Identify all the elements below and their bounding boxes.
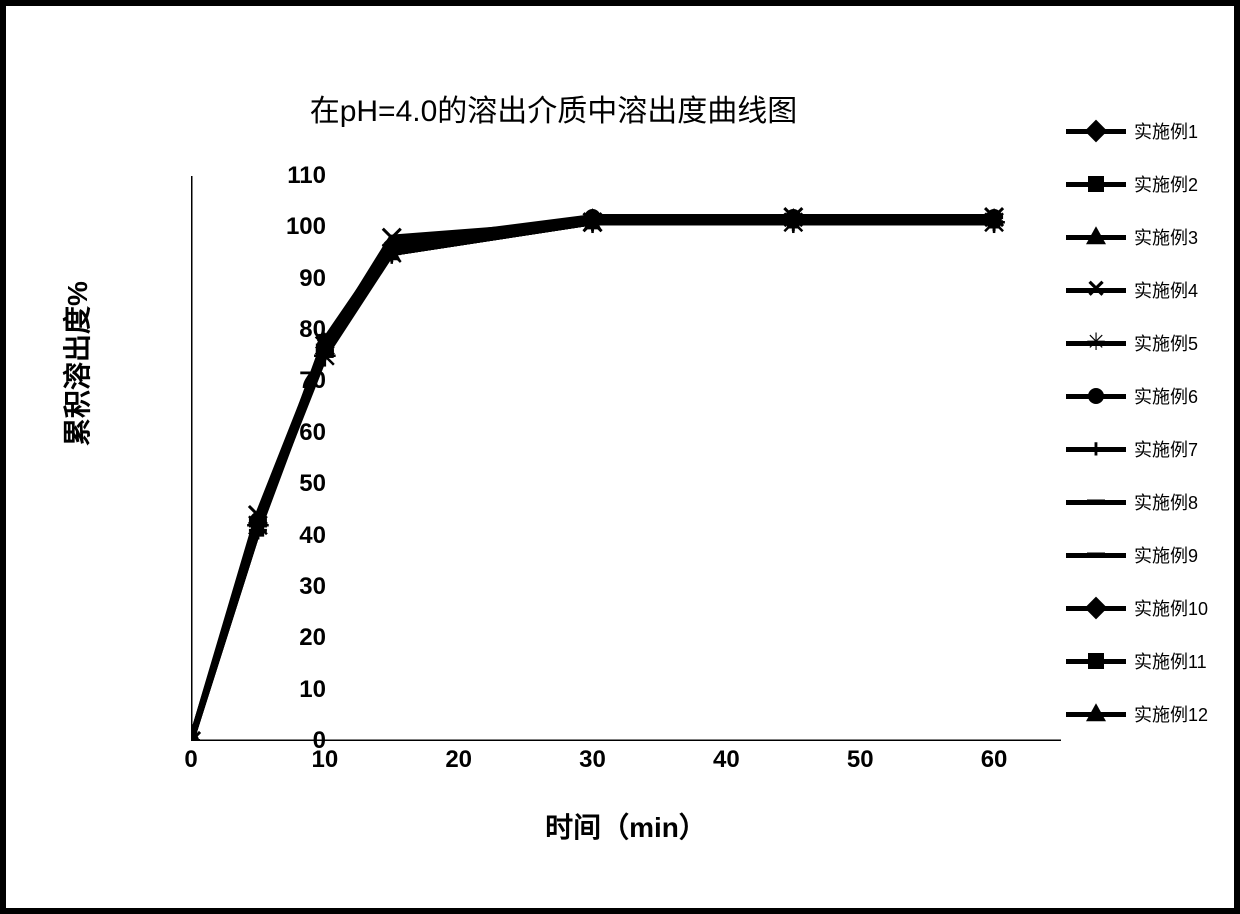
legend-marker-icon [1085,120,1108,143]
x-tick-label: 0 [166,746,216,774]
legend-marker-icon: ✕ [1086,278,1106,302]
legend-marker-icon [1088,653,1104,669]
legend-line [1066,129,1126,134]
legend-item: 实施例11 [1066,651,1236,671]
x-tick-label: 10 [300,746,350,774]
y-tick-label: 40 [246,522,326,550]
legend-label: 实施例5 [1134,330,1198,356]
legend-line [1066,182,1126,187]
legend-line [1066,712,1126,717]
legend-marker-icon [1088,388,1104,404]
legend-line [1066,500,1126,505]
legend-marker-icon: + [1088,435,1103,461]
x-tick-label: 50 [835,746,885,774]
legend-line [1066,235,1126,240]
y-axis-label: 累积溶出度% [56,281,96,446]
legend-item: ✳ 实施例5 [1066,333,1236,353]
legend-marker-icon [1085,597,1108,620]
legend-line: ✕ [1066,288,1126,293]
legend-label: 实施例10 [1134,595,1208,621]
legend-marker-icon [1088,176,1104,192]
x-tick-label: 60 [969,746,1019,774]
legend-item: 实施例8 [1066,492,1236,512]
legend-label: 实施例11 [1134,648,1207,674]
y-tick-label: 90 [246,265,326,293]
legend-label: 实施例3 [1134,224,1198,250]
chart-container: 在pH=4.0的溶出介质中溶出度曲线图 累积溶出度% 时间（min） 0 10 20… [46,46,1206,876]
x-tick-label: 40 [701,746,751,774]
y-tick-label: 60 [246,419,326,447]
legend-marker-icon [1087,500,1105,505]
legend-item: 实施例9 [1066,545,1236,565]
y-tick-label: 100 [246,213,326,241]
y-tick-label: 50 [246,470,326,498]
legend-item: 实施例1 [1066,121,1236,141]
y-tick-label: 110 [246,162,326,190]
legend-marker-icon [1087,553,1105,558]
legend-marker-icon: ✳ [1086,331,1106,355]
legend-item: 实施例12 [1066,704,1236,724]
y-tick-label: 20 [246,624,326,652]
legend-item: 实施例10 [1066,598,1236,618]
y-tick-label: 80 [246,316,326,344]
legend: 实施例1 实施例2 实施例3 ✕ 实施例4 ✳ 实施例5 实施例6 + 实施例7 实施例8 实施例9 实… [1066,121,1236,757]
legend-label: 实施例2 [1134,171,1198,197]
y-tick-label: 70 [246,367,326,395]
legend-label: 实施例9 [1134,542,1198,568]
legend-item: 实施例6 [1066,386,1236,406]
x-tick-label: 20 [434,746,484,774]
legend-marker-icon [1086,703,1106,721]
legend-label: 实施例8 [1134,489,1198,515]
legend-line: + [1066,447,1126,452]
legend-item: 实施例2 [1066,174,1236,194]
x-tick-label: 30 [568,746,618,774]
legend-item: 实施例3 [1066,227,1236,247]
chart-frame: 在pH=4.0的溶出介质中溶出度曲线图 累积溶出度% 时间（min） 0 10 20… [0,0,1240,914]
legend-line [1066,659,1126,664]
y-tick-label: 30 [246,573,326,601]
legend-line: ✳ [1066,341,1126,346]
legend-item: ✕ 实施例4 [1066,280,1236,300]
legend-marker-icon [1086,226,1106,244]
legend-label: 实施例12 [1134,701,1208,727]
chart-title: 在pH=4.0的溶出介质中溶出度曲线图 [46,86,1061,130]
plot-area [191,176,1061,741]
legend-line [1066,394,1126,399]
legend-label: 实施例6 [1134,383,1198,409]
x-axis-label: 时间（min） [191,806,1061,846]
legend-line [1066,553,1126,558]
chart-svg [191,176,1061,741]
y-tick-label: 10 [246,676,326,704]
legend-line [1066,606,1126,611]
legend-label: 实施例4 [1134,277,1198,303]
legend-label: 实施例7 [1134,436,1198,462]
legend-item: + 实施例7 [1066,439,1236,459]
legend-label: 实施例1 [1134,118,1198,144]
